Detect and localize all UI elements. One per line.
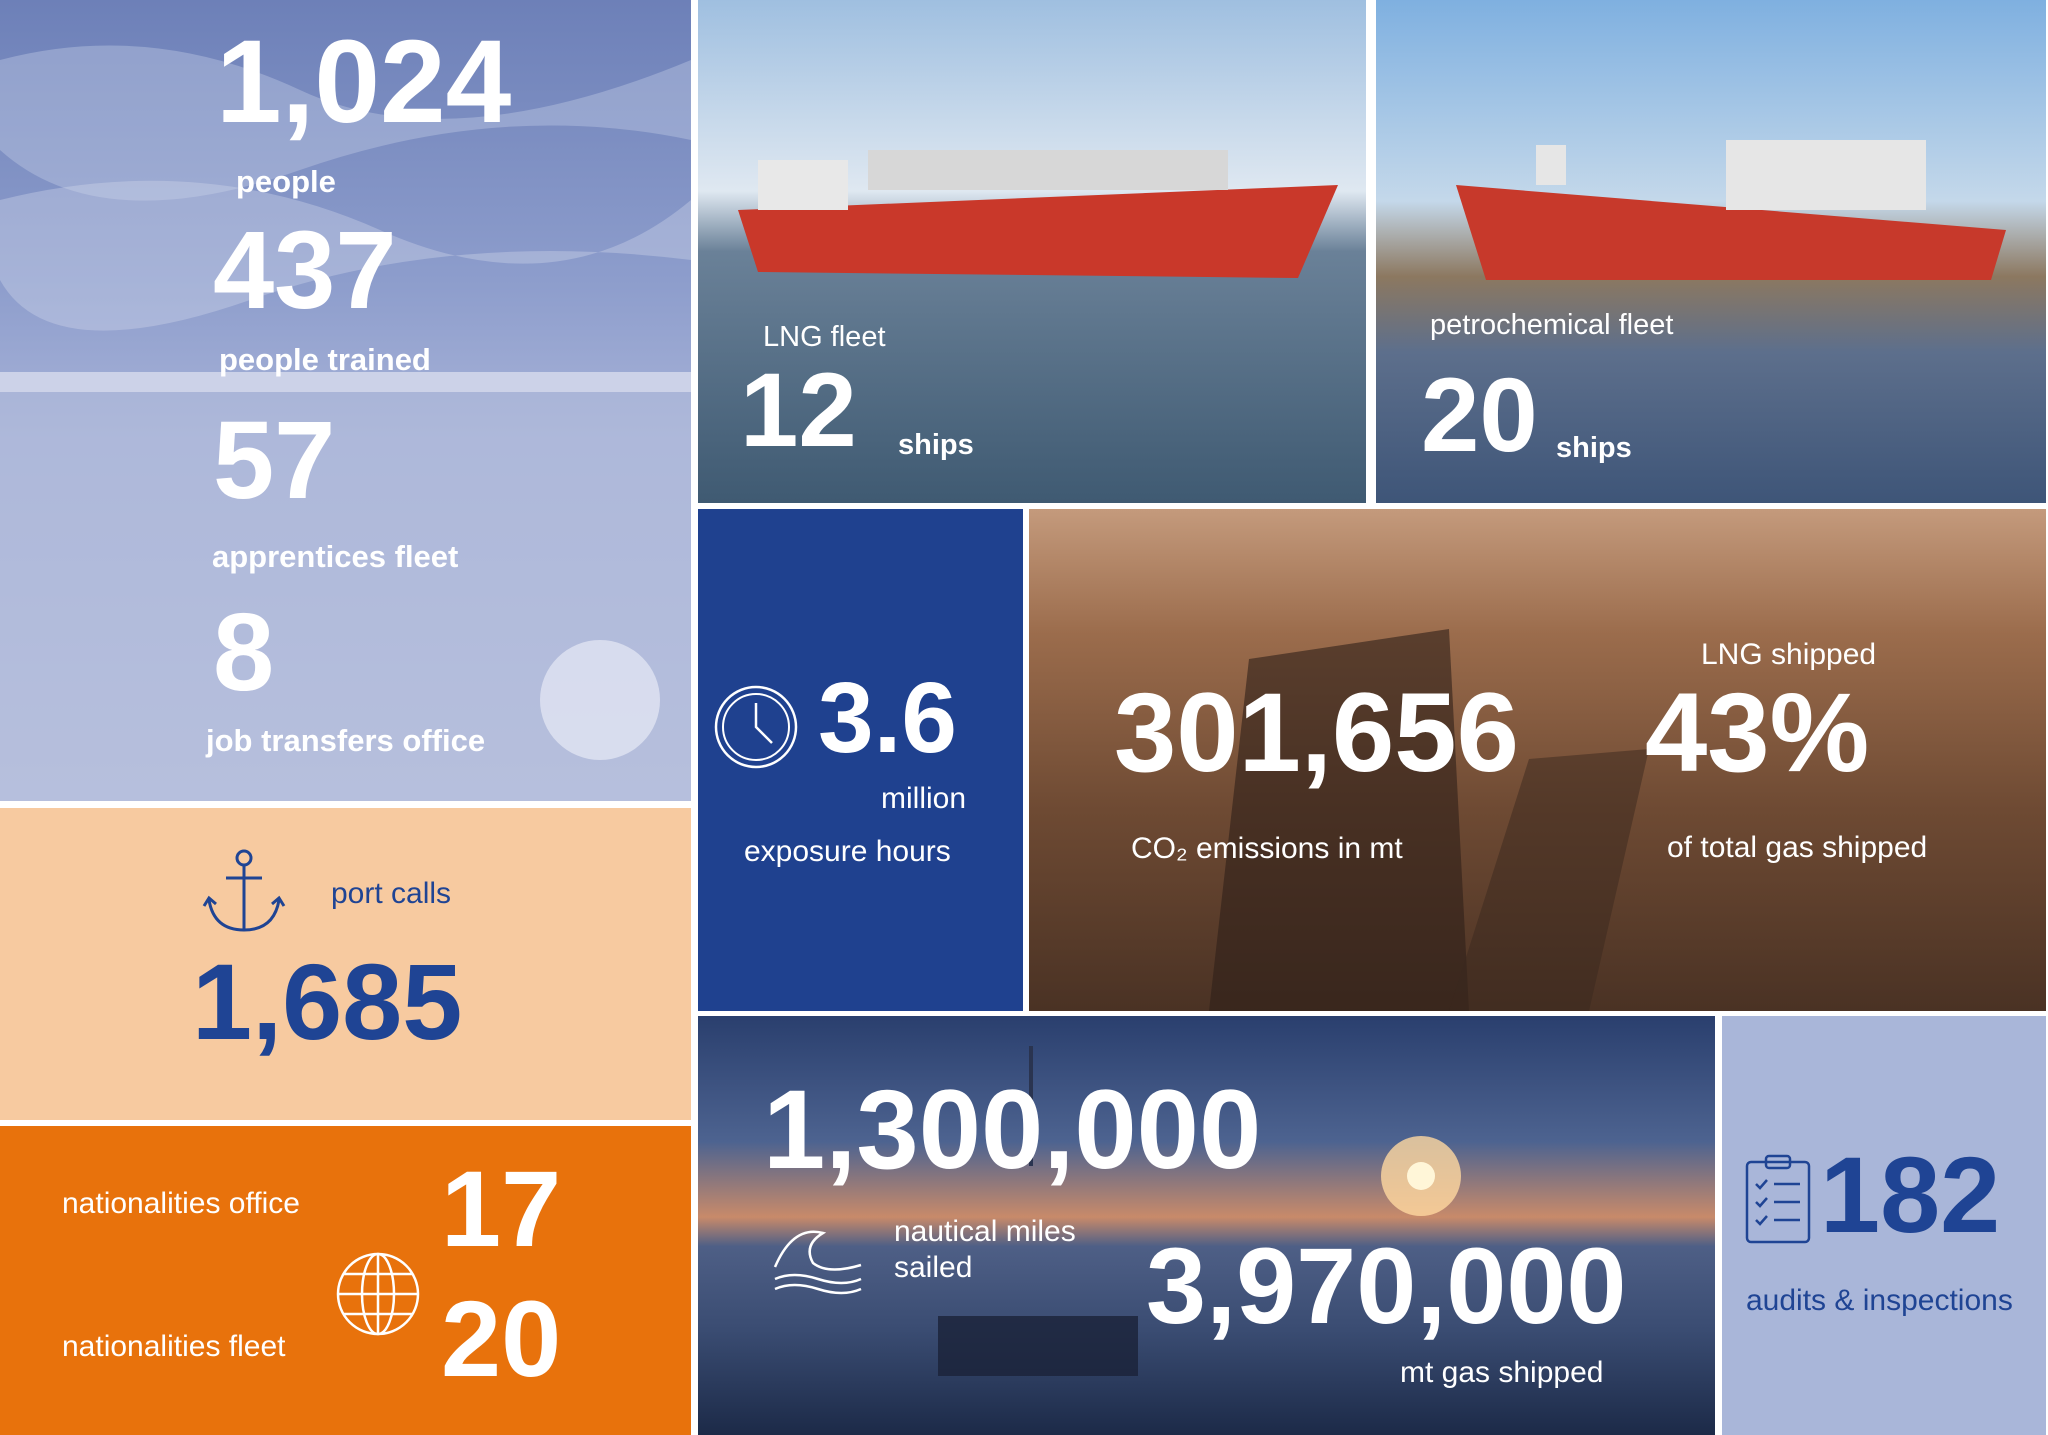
gas-shipped-label: mt gas shipped — [1400, 1356, 1604, 1389]
emissions-panel: 301,656 CO₂ emissions in mt LNG shipped … — [1029, 509, 2046, 1011]
nautical-label-line-2: sailed — [894, 1251, 973, 1284]
anchor-icon — [202, 849, 286, 932]
emissions-value: 301,656 — [1114, 670, 1519, 795]
nationalities-office-value: 17 — [441, 1148, 562, 1269]
clipboard-icon — [1745, 1154, 1811, 1244]
nationalities-fleet-value: 20 — [441, 1278, 562, 1399]
globe-icon — [336, 1252, 420, 1336]
exposure-panel: 3.6 million exposure hours — [698, 509, 1023, 1011]
exposure-unit: million — [881, 782, 967, 815]
exposure-value: 3.6 — [818, 662, 958, 774]
port-calls-value: 1,685 — [192, 941, 463, 1062]
exposure-label: exposure hours — [744, 835, 951, 868]
nationalities-panel: nationalities office 17 nationalities fl… — [0, 1126, 691, 1435]
nautical-value: 1,300,000 — [763, 1067, 1262, 1192]
lng-fleet-panel: LNG fleet 12 ships — [698, 0, 1366, 503]
lng-fleet-unit: ships — [898, 429, 974, 461]
petrochemical-fleet-count: 20 — [1421, 357, 1538, 474]
transfers-count: 8 — [213, 591, 275, 714]
waves-icon — [773, 1230, 862, 1295]
petrochemical-fleet-panel: petrochemical fleet 20 ships — [1376, 0, 2046, 503]
trained-label: people trained — [219, 342, 431, 377]
crew-panel: 1,024 people 437 people trained 57 appre… — [0, 0, 691, 801]
transfers-label: job transfers office — [206, 723, 486, 758]
lng-shipped-value: 43% — [1645, 670, 1870, 795]
petrochemical-ship — [1456, 140, 2006, 280]
lng-shipped-title: LNG shipped — [1701, 638, 1877, 671]
lng-shipped-label: of total gas shipped — [1667, 831, 1928, 864]
apprentices-count: 57 — [213, 399, 336, 522]
port-calls-label: port calls — [331, 877, 452, 910]
clock-icon — [714, 685, 798, 769]
port-calls-panel: port calls 1,685 — [0, 808, 691, 1120]
audits-value: 182 — [1820, 1134, 2001, 1255]
nautical-label-line-1: nautical miles — [894, 1215, 1076, 1248]
trained-count: 437 — [213, 209, 397, 332]
nautical-panel: 1,300,000 nautical miles sailed 3,970,00… — [698, 1016, 1715, 1435]
emissions-label: CO₂ emissions in mt — [1131, 832, 1403, 865]
petrochemical-fleet-label: petrochemical fleet — [1430, 309, 1674, 341]
crew-photo — [0, 45, 691, 801]
petrochemical-fleet-unit: ships — [1556, 432, 1632, 464]
audits-label: audits & inspections — [1746, 1284, 2013, 1317]
tanker-deck-photo — [1209, 629, 1649, 1011]
nationalities-office-label: nationalities office — [62, 1187, 300, 1220]
lng-ship — [738, 150, 1338, 278]
sunset-photo — [938, 1046, 1461, 1376]
audits-panel: 182 audits & inspections — [1722, 1016, 2046, 1435]
gas-shipped-value: 3,970,000 — [1146, 1225, 1627, 1346]
lng-fleet-count: 12 — [740, 352, 857, 469]
lng-fleet-label: LNG fleet — [763, 321, 886, 353]
people-label: people — [236, 164, 336, 199]
nationalities-fleet-label: nationalities fleet — [62, 1330, 286, 1363]
apprentices-label: apprentices fleet — [212, 539, 459, 574]
people-count: 1,024 — [216, 16, 512, 148]
